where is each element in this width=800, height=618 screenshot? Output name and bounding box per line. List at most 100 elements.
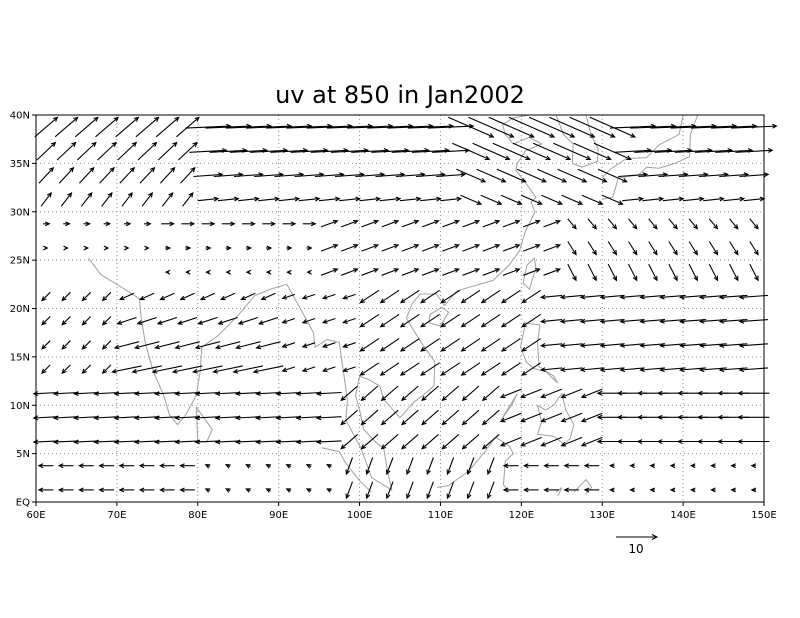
wind-vector: [648, 218, 658, 230]
coastline: [519, 322, 559, 384]
coastline: [321, 447, 373, 493]
wind-vector-head: [737, 414, 743, 420]
wind-vector: [539, 367, 563, 373]
wind-vector-head: [315, 415, 322, 421]
wind-vector-shaft: [119, 167, 135, 184]
wind-vector-shaft: [462, 409, 480, 425]
wind-vector-shaft: [361, 244, 379, 252]
wind-vector-head: [599, 367, 606, 373]
wind-vector-head: [500, 370, 507, 376]
wind-vector: [205, 245, 212, 251]
wind-vector: [482, 244, 501, 252]
wind-vector-head: [326, 488, 332, 493]
wind-vector-head: [639, 343, 645, 348]
wind-vector: [214, 341, 241, 350]
wind-vector-head: [131, 141, 138, 147]
wind-vector-head: [689, 487, 696, 493]
wind-vector-shaft: [33, 391, 59, 395]
wind-vector-shaft: [178, 316, 198, 325]
wind-vector: [481, 409, 500, 426]
wind-vector-head: [73, 415, 79, 421]
wind-vector: [549, 116, 596, 138]
wind-vector-head: [335, 196, 341, 202]
wind-vector: [648, 241, 658, 256]
wind-vector-shaft: [205, 125, 251, 129]
wind-vector-head: [659, 343, 665, 348]
wind-vector: [345, 457, 354, 476]
wind-vector-head: [583, 487, 590, 493]
wind-vector-head: [500, 298, 507, 304]
wind-vector: [159, 166, 176, 184]
wind-vector: [688, 218, 699, 230]
wind-vector-head: [379, 370, 386, 376]
coastline: [354, 114, 543, 491]
wind-vector-head: [295, 391, 302, 397]
wind-vector-head: [589, 133, 596, 138]
wind-vector: [460, 338, 481, 352]
wind-vector-head: [599, 343, 606, 348]
wind-vector-head: [169, 221, 175, 227]
wind-vector-head: [639, 367, 645, 373]
wind-vector: [482, 219, 501, 228]
reference-vector: 10: [616, 534, 659, 556]
wind-vector-head: [609, 463, 615, 469]
wind-vector-head: [385, 493, 391, 500]
wind-vector: [577, 168, 608, 183]
wind-vector-shaft: [58, 167, 74, 184]
wind-vector-head: [174, 344, 181, 350]
wind-vector-shaft: [401, 220, 419, 228]
wind-vector: [599, 294, 624, 300]
wind-vector: [340, 385, 358, 402]
wind-vector-head: [434, 244, 440, 249]
wind-vector: [441, 409, 460, 426]
wind-vector-shaft: [468, 116, 514, 138]
wind-vector-head: [484, 155, 491, 161]
coastline: [541, 114, 599, 168]
wind-vector-head: [460, 298, 467, 304]
wind-vector-shaft: [195, 440, 221, 443]
wind-vector: [421, 385, 439, 402]
wind-vector: [420, 313, 440, 328]
wind-vector: [499, 436, 522, 447]
wind-vector: [543, 463, 559, 469]
x-tick-label: 100E: [347, 510, 372, 521]
wind-vector: [587, 241, 597, 256]
wind-vector: [360, 433, 379, 450]
wind-vector-shaft: [446, 481, 455, 499]
wind-vector-shaft: [508, 116, 555, 138]
wind-vector-head: [399, 370, 406, 376]
wind-vector-shaft: [278, 198, 300, 202]
wind-vector-head: [738, 318, 745, 324]
wind-vector: [421, 219, 440, 228]
wind-vector: [619, 318, 645, 324]
wind-vector: [523, 487, 539, 493]
wind-vector-head: [494, 268, 501, 273]
wind-vector-shaft: [60, 192, 72, 207]
wind-vector-head: [698, 318, 705, 324]
wind-vector-shaft: [432, 149, 470, 153]
wind-vector-head: [41, 368, 47, 374]
y-tick-label: 5N: [16, 449, 30, 460]
wind-vector-shaft: [34, 116, 58, 138]
wind-vector: [480, 362, 501, 376]
wind-vector: [63, 245, 69, 251]
wind-vector: [73, 439, 99, 445]
wind-vector-head: [481, 420, 488, 426]
wind-vector-shaft: [581, 194, 603, 205]
wind-vector: [101, 192, 113, 207]
wind-vector: [749, 241, 759, 256]
wind-vector: [135, 116, 160, 138]
wind-vector-head: [499, 393, 506, 399]
wind-vector: [242, 221, 256, 227]
wind-vector: [118, 487, 135, 493]
wind-vector: [78, 487, 94, 493]
wind-vector-head: [204, 488, 211, 493]
wind-vector-head: [415, 196, 422, 202]
wind-vector-head: [456, 196, 463, 202]
coastline: [428, 306, 450, 327]
wind-vector: [678, 367, 707, 373]
wind-vector: [401, 244, 420, 252]
wind-vector: [118, 463, 135, 469]
wind-vector-shaft: [135, 341, 160, 349]
